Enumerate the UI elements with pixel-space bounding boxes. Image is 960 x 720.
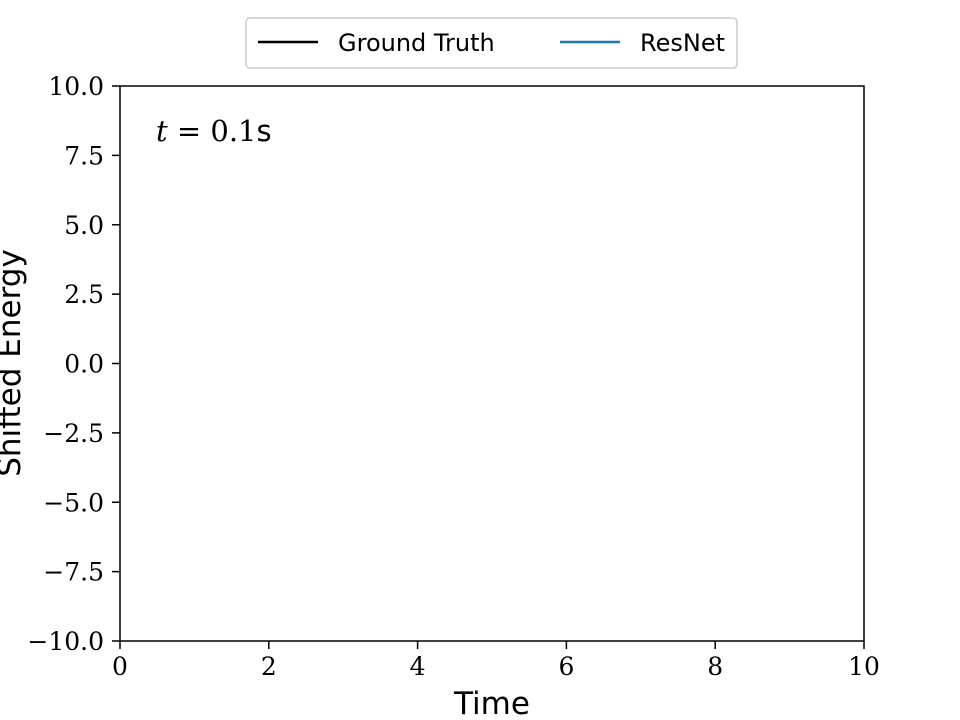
x-tick-label: 10 bbox=[848, 652, 880, 681]
y-tick-label: 7.5 bbox=[64, 141, 104, 170]
x-tick-label: 2 bbox=[261, 652, 277, 681]
time-annotation-value: = 0.1 bbox=[168, 114, 257, 148]
y-tick-label: 5.0 bbox=[64, 211, 104, 240]
plot-area-frame bbox=[119, 85, 865, 642]
y-tick-label: −2.5 bbox=[43, 419, 104, 448]
x-tick-label: 8 bbox=[707, 652, 723, 681]
legend: Ground Truth ResNet bbox=[245, 17, 738, 69]
time-annotation: t = 0.1s bbox=[156, 114, 272, 148]
time-annotation-var: t bbox=[156, 114, 168, 148]
x-axis-ticks: 0 2 4 6 8 10 bbox=[112, 641, 880, 681]
y-tick-label: −5.0 bbox=[43, 488, 104, 517]
x-tick-label: 0 bbox=[112, 652, 128, 681]
x-axis-title: Time bbox=[453, 686, 530, 720]
y-tick-label: 0.0 bbox=[64, 350, 104, 379]
y-axis-title: Shifted Energy bbox=[0, 249, 28, 477]
x-tick-label: 6 bbox=[558, 652, 574, 681]
y-axis-ticks: −10.0 −7.5 −5.0 −2.5 0.0 2.5 5.0 7.5 10.0 bbox=[27, 72, 120, 656]
y-tick-label: −7.5 bbox=[43, 558, 104, 587]
y-tick-label: 2.5 bbox=[64, 280, 104, 309]
x-tick-label: 4 bbox=[410, 652, 426, 681]
time-annotation-unit: s bbox=[257, 114, 272, 148]
legend-label-resnet: ResNet bbox=[640, 29, 725, 57]
y-tick-label: −10.0 bbox=[27, 627, 104, 656]
y-tick-label: 10.0 bbox=[48, 72, 104, 101]
legend-frame bbox=[245, 17, 738, 69]
legend-label-ground-truth: Ground Truth bbox=[338, 29, 495, 57]
